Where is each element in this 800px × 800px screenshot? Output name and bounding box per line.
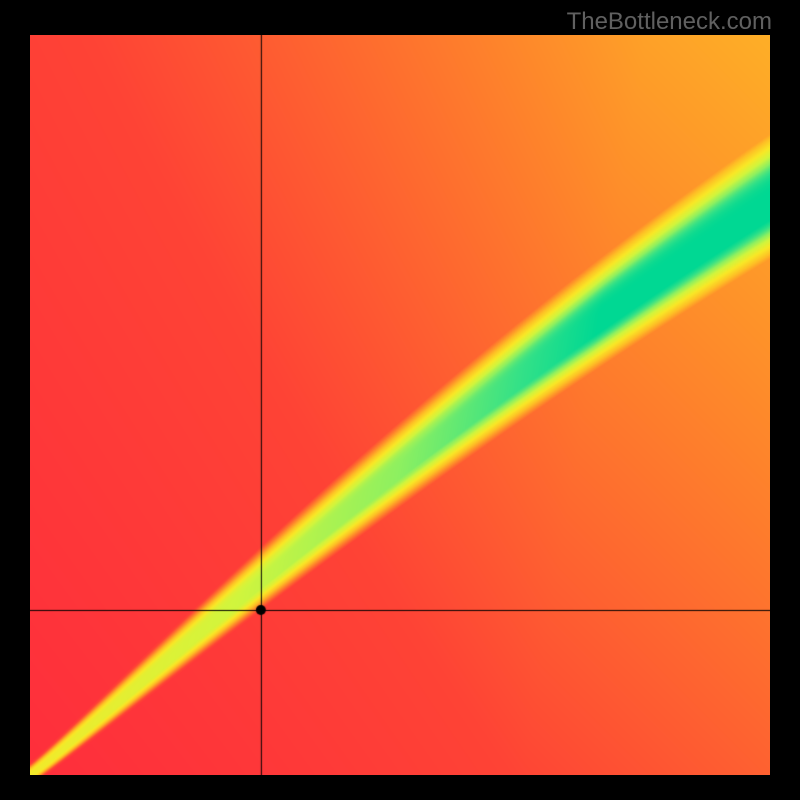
- bottleneck-heatmap: [30, 35, 770, 775]
- heatmap-canvas: [30, 35, 770, 775]
- watermark-text: TheBottleneck.com: [567, 8, 772, 36]
